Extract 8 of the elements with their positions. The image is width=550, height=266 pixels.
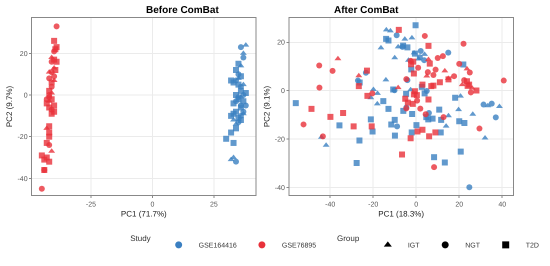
text: Group [337,234,360,243]
text: Study [130,234,151,243]
chart-title: After ComBat [334,5,400,16]
x-axis-title: PC1 (18.3%) [378,210,424,218]
x-axis-title: PC1 (71.7%) [120,210,168,218]
y-axis-title: PC2 (9.1%) [262,85,272,128]
chart-title: Before ComBat [146,5,220,16]
y-axis-title: PC2 (9.7%) [5,85,14,128]
